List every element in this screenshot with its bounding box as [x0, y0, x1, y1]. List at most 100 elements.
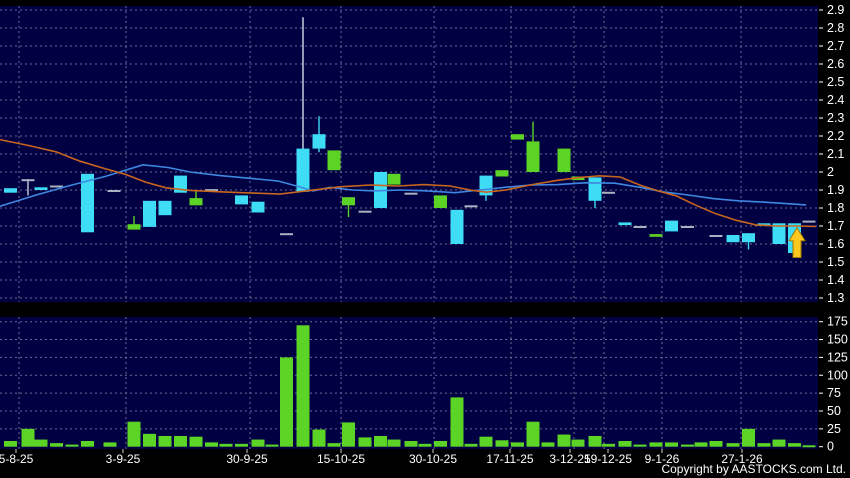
volume-bar [127, 421, 141, 447]
volume-bar [541, 442, 555, 447]
candle [681, 226, 694, 228]
candle [511, 134, 524, 140]
volume-bar [649, 442, 663, 447]
candle [107, 190, 121, 192]
candle [358, 210, 372, 213]
volume-bar [418, 443, 432, 447]
volume-bar [495, 440, 509, 447]
date-label: 5-8-25 [0, 452, 34, 466]
candle [280, 233, 293, 236]
volume-bar [174, 435, 187, 447]
volume-bar [588, 435, 602, 447]
volume-bar [158, 435, 172, 447]
price-axis-label: 2.5 [827, 75, 844, 89]
candle [495, 170, 509, 177]
volume-bar [387, 439, 401, 447]
price-axis-label: 2.9 [827, 3, 844, 17]
candle [205, 189, 218, 192]
volume-bar [143, 433, 156, 447]
volume-bar [34, 439, 48, 447]
volume-bar [772, 439, 786, 447]
candle [143, 200, 156, 227]
volume-bar [464, 443, 478, 447]
volume-bar [81, 440, 94, 447]
candle [189, 198, 203, 206]
volume-bar [65, 444, 79, 447]
date-label: 30-10-25 [409, 452, 457, 466]
volume-axis-label: 75 [827, 386, 841, 400]
volume-bar [103, 442, 117, 447]
candle [327, 150, 341, 171]
volume-axis-label: 25 [827, 422, 841, 436]
volume-bar [219, 443, 233, 447]
volume-axis-label: 0 [827, 440, 834, 454]
volume-axis-label: 100 [827, 368, 848, 382]
date-label: 27-1-26 [721, 452, 763, 466]
volume-bar [404, 440, 418, 447]
candle [296, 148, 310, 192]
candle [434, 195, 447, 208]
volume-bar [251, 439, 265, 447]
volume-bar [189, 436, 203, 447]
price-axis-label: 2.3 [827, 111, 844, 125]
price-axis-label: 2.6 [827, 57, 844, 71]
volume-bar [21, 428, 35, 447]
volume-bar [665, 442, 678, 447]
candle [158, 200, 172, 216]
volume-axis-label: 125 [827, 350, 848, 364]
date-label: 3-12-25 [549, 452, 591, 466]
candle [633, 226, 647, 228]
date-label: 15-10-25 [317, 452, 365, 466]
volume-bar [709, 440, 723, 447]
candle [726, 235, 740, 243]
date-label: 17-11-25 [486, 452, 533, 466]
date-label: 19-12-25 [584, 452, 632, 466]
grid [0, 6, 818, 449]
candles [4, 17, 816, 253]
price-axis-label: 2.2 [827, 129, 844, 143]
date-axis: 5-8-25 3-9-25 30-9-25 15-10-25 30-10-25 17-11… [0, 449, 763, 466]
candle [772, 223, 786, 244]
volume-bar [694, 442, 708, 447]
candle [742, 233, 755, 243]
volume-bar [681, 444, 694, 447]
candle [588, 177, 602, 201]
candle [127, 224, 141, 230]
up-arrow-marker [788, 226, 806, 258]
candle [21, 179, 35, 182]
volume-bar [205, 442, 218, 447]
copyright-text: Copyright by AASTOCKS.com Ltd. [661, 462, 846, 476]
candle [342, 197, 355, 206]
price-axis-label: 1.9 [827, 183, 844, 197]
candle [464, 205, 478, 208]
volume-bar [265, 444, 279, 447]
volume-bar [296, 325, 310, 447]
candle [649, 234, 663, 237]
date-label: 3-9-25 [106, 452, 141, 466]
volume-bar [526, 421, 540, 447]
candle [618, 222, 632, 226]
price-axis-label: 2.7 [827, 39, 844, 53]
candle [709, 235, 723, 237]
price-axis-label: 2 [827, 165, 834, 179]
volume-bar [327, 443, 341, 447]
candle [81, 173, 94, 233]
volume-bar [757, 443, 771, 447]
volume-bars [4, 325, 816, 448]
price-axis-label: 1.5 [827, 255, 844, 269]
candle [235, 195, 248, 205]
volume-bar [726, 443, 740, 447]
candle [665, 220, 678, 232]
volume-bar [434, 440, 447, 447]
price-axis-label: 2.8 [827, 21, 844, 35]
price-axis-label: 1.6 [827, 237, 844, 251]
candle [312, 134, 326, 149]
candle [34, 187, 48, 190]
volume-bar [633, 444, 647, 447]
volume-axis-label: 50 [827, 404, 841, 418]
date-label: 30-9-25 [226, 452, 268, 466]
volume-bar [235, 443, 248, 447]
volume-bar [358, 437, 372, 447]
